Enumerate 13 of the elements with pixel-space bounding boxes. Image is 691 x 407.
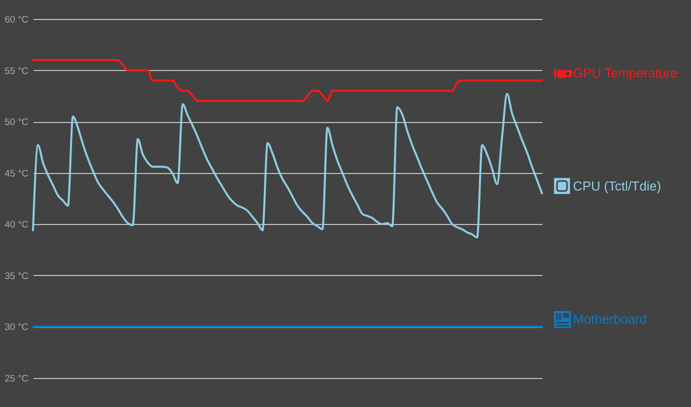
legend-label: CPU (Tctl/Tdie) xyxy=(573,178,662,194)
y-tick-label: 45 °C xyxy=(4,168,29,180)
y-tick-label: 40 °C xyxy=(4,220,29,231)
y-tick-label: 55 °C xyxy=(4,66,29,77)
y-tick-label: 50 °C xyxy=(4,117,29,128)
line-series xyxy=(32,92,543,238)
y-tick-label: 35 °C xyxy=(4,270,29,282)
y-tick-label: 25 °C xyxy=(4,374,29,384)
legend-label: GPU Temperature xyxy=(573,66,678,81)
legend-label: Motherboard xyxy=(573,312,647,327)
y-tick-label: 30 °C xyxy=(4,322,29,334)
y-tick-label: 60 °C xyxy=(4,14,29,26)
line-series xyxy=(32,59,543,102)
